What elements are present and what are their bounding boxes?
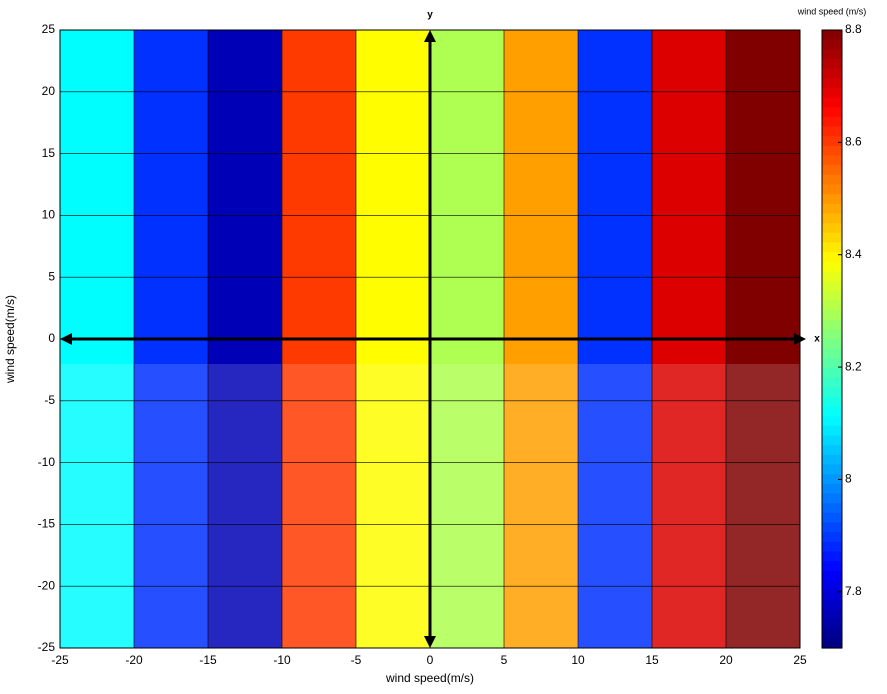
colorbar-tick-label: 8.8 — [845, 22, 862, 36]
colorbar-label: wind speed (m/s) — [797, 6, 867, 16]
colorbar-swatch — [822, 252, 842, 263]
y-axis-label: wind speed(m/s) — [3, 295, 17, 384]
colorbar-swatch — [822, 590, 842, 601]
colorbar-swatch — [822, 522, 842, 533]
y-tick-label: 10 — [42, 208, 56, 222]
colorbar-swatch — [822, 599, 842, 610]
colorbar-swatch — [822, 339, 842, 350]
colorbar-swatch — [822, 638, 842, 649]
colorbar-swatch — [822, 406, 842, 417]
colorbar-frame — [821, 29, 843, 649]
y-tick-label: 5 — [48, 269, 55, 283]
colorbar-swatch — [822, 203, 842, 215]
colorbar-swatch — [822, 184, 842, 195]
x-axis-name: x — [814, 334, 820, 345]
colorbar-swatch — [822, 145, 842, 157]
x-tick-label: 0 — [427, 653, 434, 667]
colorbar-tick-label: 8.4 — [845, 247, 862, 261]
colorbar-swatch — [822, 377, 842, 388]
x-tick-label: 20 — [719, 653, 733, 667]
colorbar-swatch — [822, 609, 842, 620]
colorbar-swatch — [822, 416, 842, 427]
colorbar-swatch — [822, 483, 842, 495]
colorbar-swatch — [822, 116, 842, 128]
x-tick-label: 25 — [793, 653, 807, 667]
colorbar-swatch — [822, 396, 842, 408]
colorbar-swatch — [822, 68, 842, 79]
colorbar-swatch — [822, 561, 842, 572]
colorbar-swatch — [822, 532, 842, 543]
colorbar-swatch — [822, 213, 842, 224]
colorbar-swatch — [822, 348, 842, 359]
colorbar-swatch — [822, 30, 842, 41]
colorbar-swatch — [822, 126, 842, 137]
x-tick-label: -10 — [273, 653, 291, 667]
colorbar-swatch — [822, 580, 842, 591]
colorbar-swatch — [822, 136, 842, 147]
colorbar-swatch — [822, 570, 842, 582]
colorbar-swatch — [822, 174, 842, 186]
y-tick-label: -25 — [38, 640, 56, 654]
x-tick-label: -5 — [351, 653, 362, 667]
colorbar-swatch — [822, 87, 842, 99]
colorbar-swatch — [822, 474, 842, 485]
colorbar-swatch — [822, 39, 842, 50]
y-tick-label: -10 — [38, 455, 56, 469]
colorbar-swatch — [822, 261, 842, 273]
colorbar-swatch — [822, 281, 842, 292]
colorbar-swatch — [822, 300, 842, 311]
x-tick-label: -20 — [125, 653, 143, 667]
y-tick-label: 0 — [48, 331, 55, 345]
colorbar-swatch — [822, 232, 842, 244]
colorbar-swatch — [822, 503, 842, 514]
colorbar-swatch — [822, 58, 842, 70]
colorbar-swatch — [822, 387, 842, 398]
colorbar-tick-label: 8.6 — [845, 135, 862, 149]
colorbar-swatch — [822, 464, 842, 475]
y-tick-label: 20 — [42, 84, 56, 98]
colorbar-swatch — [822, 49, 842, 60]
x-tick-label: 5 — [501, 653, 508, 667]
y-tick-label: 15 — [42, 146, 56, 160]
colorbar-tick-label: 8 — [845, 472, 852, 486]
x-tick-label: -15 — [199, 653, 217, 667]
colorbar-swatch — [822, 493, 842, 504]
colorbar-swatch — [822, 107, 842, 118]
colorbar-swatch — [822, 194, 842, 205]
x-tick-label: -25 — [51, 653, 69, 667]
colorbar-swatch — [822, 78, 842, 89]
colorbar-swatch — [822, 628, 842, 639]
y-tick-label: 25 — [42, 22, 56, 36]
colorbar-swatch — [822, 329, 842, 340]
colorbar-swatch — [822, 435, 842, 446]
colorbar-swatch — [822, 454, 842, 466]
y-tick-label: -15 — [38, 517, 56, 531]
colorbar-swatch — [822, 358, 842, 369]
colorbar-swatch — [822, 319, 842, 330]
colorbar-swatch — [822, 155, 842, 166]
colorbar-tick-label: 7.8 — [845, 584, 862, 598]
colorbar-swatch — [822, 367, 842, 379]
colorbar-swatch — [822, 551, 842, 562]
y-axis-name: y — [427, 10, 433, 21]
colorbar-swatch — [822, 290, 842, 301]
x-tick-label: 10 — [571, 653, 585, 667]
colorbar-swatch — [822, 242, 842, 253]
colorbar-swatch — [822, 223, 842, 234]
colorbar-swatch — [822, 271, 842, 282]
colorbar-swatch — [822, 165, 842, 176]
x-tick-label: 15 — [645, 653, 659, 667]
colorbar-swatch — [822, 541, 842, 553]
y-tick-label: -20 — [38, 578, 56, 592]
x-axis-label: wind speed(m/s) — [385, 671, 474, 685]
colorbar-tick-label: 8.2 — [845, 359, 862, 373]
colorbar-swatch — [822, 97, 842, 108]
colorbar-swatch — [822, 619, 842, 630]
y-tick-label: -5 — [44, 393, 55, 407]
colorbar-swatch — [822, 425, 842, 437]
colorbar-swatch — [822, 512, 842, 524]
colorbar-swatch — [822, 445, 842, 456]
colorbar-swatch — [822, 310, 842, 321]
